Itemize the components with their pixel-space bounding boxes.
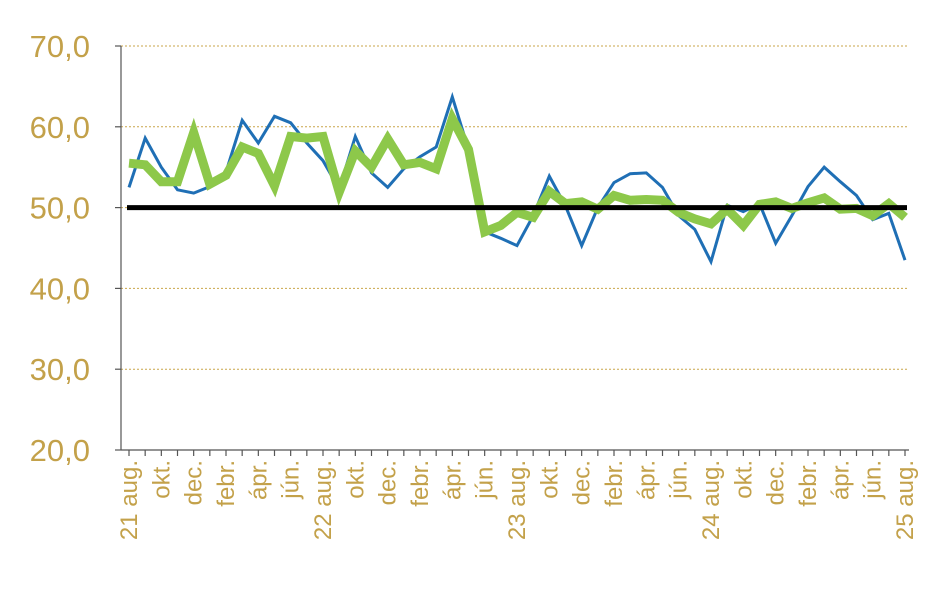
x-tick-label: 23 aug. xyxy=(504,460,531,540)
x-tick-label: ápr. xyxy=(827,460,854,500)
x-tick-label: 25 aug. xyxy=(892,460,919,540)
x-tick-label: dec. xyxy=(181,460,208,505)
x-tick-labels: 21 aug. okt. dec. febr. ápr. jún. 22 aug. okt. d… xyxy=(116,460,919,540)
y-tick-label: 70,0 xyxy=(30,29,90,64)
x-tick-label: okt. xyxy=(730,460,757,499)
x-tick-label: ápr. xyxy=(633,460,660,500)
y-tick-labels: 20,0 30,0 40,0 50,0 60,0 70,0 xyxy=(30,29,90,468)
y-tick-label: 20,0 xyxy=(30,433,90,468)
series-line-green xyxy=(128,107,908,238)
y-tick-label: 60,0 xyxy=(30,110,90,145)
x-tick-label: febr. xyxy=(601,460,628,507)
x-tick-label: ápr. xyxy=(245,460,272,500)
x-tick-label: okt. xyxy=(342,460,369,499)
x-tick-label: jún. xyxy=(278,460,305,500)
y-tick-label: 30,0 xyxy=(30,352,90,387)
x-tick-label: 22 aug. xyxy=(310,460,337,540)
x-tick-label: 24 aug. xyxy=(698,460,725,540)
x-tick-label: 21 aug. xyxy=(116,460,143,540)
series-lines xyxy=(127,91,908,266)
x-tick-label: okt. xyxy=(536,460,563,499)
x-tick-label: febr. xyxy=(407,460,434,507)
x-tick-label: jún. xyxy=(472,460,499,500)
x-tick-label: dec. xyxy=(375,460,402,505)
x-tick-label: jún. xyxy=(860,460,887,500)
x-tick-label: febr. xyxy=(213,460,240,507)
series-line-blue xyxy=(127,91,907,266)
x-tick-label: ápr. xyxy=(439,460,466,500)
x-tick-label: okt. xyxy=(148,460,175,499)
x-tick-label: dec. xyxy=(763,460,790,505)
y-tick-label: 40,0 xyxy=(30,271,90,306)
axes xyxy=(115,45,909,456)
x-tick-label: febr. xyxy=(795,460,822,507)
y-tick-label: 50,0 xyxy=(30,191,90,226)
x-tick-label: dec. xyxy=(569,460,596,505)
x-tick-label: jún. xyxy=(666,460,693,500)
